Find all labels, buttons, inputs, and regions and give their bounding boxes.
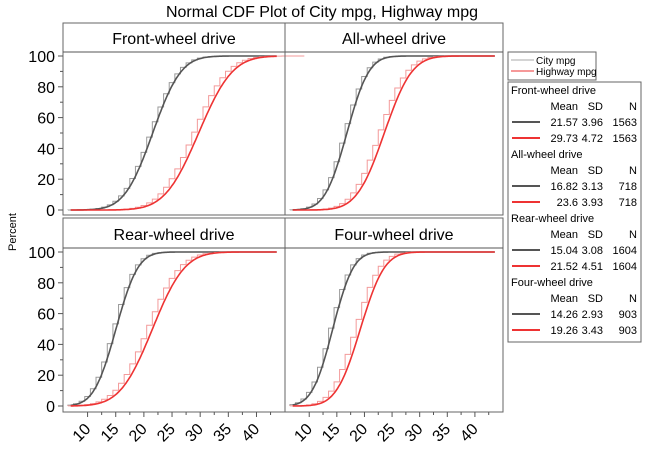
panel-four-wheel-drive: Four-wheel drive 10 15 20 25 30 35 40 [284,217,504,446]
stats-group-title: Rear-wheel drive [511,213,594,225]
stats-n: 718 [619,181,637,193]
normal-cdf-curve-city [70,55,277,211]
x-tick-label: 20 [126,421,151,446]
panel-frame [284,217,504,413]
stats-header-mean: Mean [550,293,578,305]
stats-n: 1563 [613,133,637,145]
panel-frame [284,22,504,216]
stats-header-mean: Mean [550,101,578,113]
stats-mean: 19.26 [550,325,578,337]
stats-mean: 21.57 [550,117,578,129]
stats-group-title: Front-wheel drive [511,85,596,97]
ecdf-steps-city [67,55,243,211]
y-tick-label: 80 [37,80,55,97]
x-tick-label: 40 [457,421,482,446]
stats-n: 903 [619,309,637,321]
stats-table: Front-wheel drive Mean SD N 21.57 3.96 1563 29.… [507,81,642,343]
legend-label: Highway mpg [536,67,597,78]
y-tick-label: 20 [37,172,55,189]
x-tick-label: 10 [70,421,95,446]
stats-sd: 2.93 [582,309,603,321]
x-tick-label: 15 [98,421,123,446]
normal-cdf-curve-highway [70,251,277,407]
stats-mean: 16.82 [550,181,578,193]
panel-title: Four-wheel drive [334,227,453,244]
panel-title: Rear-wheel drive [114,227,235,244]
x-tick-label: 25 [154,421,179,446]
normal-cdf-curve-highway [292,251,495,407]
x-tick-label: 15 [319,421,344,446]
stats-sd: 4.72 [582,133,603,145]
y-tick-label: 0 [46,399,55,416]
stats-mean: 23.6 [557,197,578,209]
y-tick-label: 40 [37,337,55,354]
normal-cdf-curve-highway [292,55,495,211]
y-tick-label: 80 [37,276,55,293]
stats-mean: 29.73 [550,133,578,145]
y-tick-label: 0 [46,203,55,220]
ecdf-steps-highway [89,55,305,211]
panel-all-wheel-drive: All-wheel drive [284,22,504,216]
chart-title: Normal CDF Plot of City mpg, Highway mpg [166,4,478,21]
stats-mean: 15.04 [550,245,578,257]
stats-n: 1563 [613,117,637,129]
x-tick-label: 30 [182,421,207,446]
x-tick-label: 35 [211,421,236,446]
stats-group-title: All-wheel drive [511,149,583,161]
panel-title: Front-wheel drive [112,31,236,48]
y-tick-label: 40 [37,141,55,158]
stats-n: 1604 [613,245,637,257]
x-tick-label: 40 [239,421,264,446]
x-tick-label: 25 [374,421,399,446]
x-tick-label: 30 [402,421,427,446]
stats-sd: 3.43 [582,325,603,337]
x-tick-label: 20 [347,421,372,446]
stats-n: 718 [619,197,637,209]
stats-sd: 4.51 [582,261,603,273]
x-tick-label: 35 [430,421,455,446]
y-tick-label: 60 [37,111,55,128]
normal-cdf-curve-highway [70,55,277,211]
stats-mean: 14.26 [550,309,578,321]
stats-sd: 3.96 [582,117,603,129]
y-tick-label: 20 [37,368,55,385]
ecdf-steps-city [289,55,417,211]
stats-header-n: N [629,229,637,241]
stats-n: 903 [619,325,637,337]
stats-header-n: N [629,165,637,177]
stats-header-sd: SD [588,101,603,113]
x-tick-label: 10 [291,421,316,446]
stats-sd: 3.13 [582,181,603,193]
stats-header-sd: SD [588,293,603,305]
stats-header-n: N [629,101,637,113]
panel-title: All-wheel drive [342,31,446,48]
legend-label: City mpg [536,56,575,67]
stats-mean: 21.52 [550,261,578,273]
y-tick-label: 100 [28,245,55,262]
panel-front-wheel-drive: Front-wheel drive 0 20 40 60 80 100 [28,22,305,220]
ecdf-steps-city [289,251,401,406]
stats-header-n: N [629,293,637,305]
stats-sd: 3.93 [582,197,603,209]
normal-cdf-curve-city [292,251,495,406]
stats-header-sd: SD [588,165,603,177]
stats-n: 1604 [613,261,637,273]
stats-header-mean: Mean [550,165,578,177]
stats-group-title: Four-wheel drive [511,277,593,289]
y-tick-label: 60 [37,307,55,324]
stats-sd: 3.08 [582,245,603,257]
stats-header-mean: Mean [550,229,578,241]
y-axis-label: Percent [7,213,19,251]
normal-cdf-curve-city [292,55,495,211]
normal-cdf-curve-city [70,251,277,407]
y-tick-label: 100 [28,49,55,66]
stats-header-sd: SD [588,229,603,241]
